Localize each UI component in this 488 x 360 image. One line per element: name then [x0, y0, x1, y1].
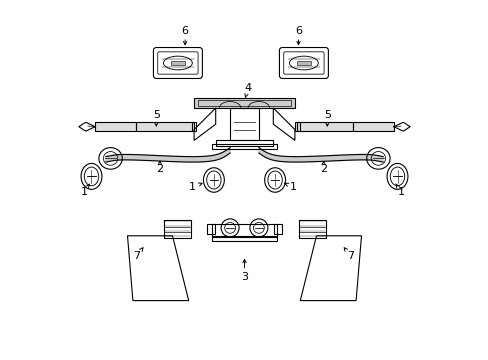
Bar — [212, 236, 276, 241]
Bar — [352, 122, 393, 131]
Bar — [230, 108, 258, 140]
Text: 1: 1 — [188, 182, 195, 192]
Text: 2: 2 — [156, 164, 163, 174]
Text: 2: 2 — [320, 164, 326, 174]
Polygon shape — [352, 122, 392, 130]
Bar — [294, 122, 352, 131]
Text: 5: 5 — [323, 110, 330, 120]
Polygon shape — [194, 99, 294, 107]
Bar — [298, 220, 325, 238]
Bar — [206, 224, 214, 234]
Polygon shape — [96, 122, 136, 130]
Bar — [296, 61, 310, 65]
Bar — [194, 98, 294, 108]
Bar — [212, 224, 276, 237]
Text: 5: 5 — [152, 110, 160, 120]
Bar — [163, 220, 190, 238]
Text: 3: 3 — [241, 272, 247, 282]
Text: 1: 1 — [81, 186, 88, 197]
Bar — [274, 224, 282, 234]
Bar — [215, 140, 273, 146]
Polygon shape — [137, 122, 193, 130]
Text: 1: 1 — [289, 182, 296, 192]
Bar — [212, 144, 276, 149]
Bar — [136, 122, 194, 131]
Polygon shape — [295, 122, 351, 130]
Bar — [197, 100, 291, 106]
Text: 6: 6 — [181, 26, 188, 36]
Text: 4: 4 — [244, 83, 251, 93]
Bar — [192, 122, 196, 131]
Bar — [170, 61, 185, 65]
Text: 7: 7 — [133, 251, 140, 261]
Text: 1: 1 — [397, 186, 404, 197]
Text: 6: 6 — [294, 26, 302, 36]
Text: 7: 7 — [346, 251, 353, 261]
Bar — [95, 122, 136, 131]
Polygon shape — [106, 148, 230, 162]
Bar — [296, 122, 300, 131]
Polygon shape — [258, 148, 382, 162]
